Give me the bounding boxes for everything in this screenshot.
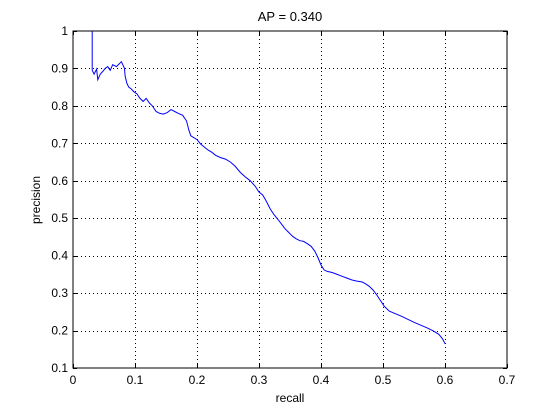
precision-recall-line: [91, 31, 446, 344]
y-tick-labels: 0.1 0.2 0.3 0.4 0.5 0.6 0.7 0.8 0.9 1: [51, 24, 68, 375]
x-tick-label: 0.3: [251, 373, 268, 387]
x-axis-label: recall: [276, 391, 305, 405]
x-tick-label: 0.6: [437, 373, 454, 387]
y-axis-label: precision: [29, 176, 43, 224]
y-tick-label: 0.6: [51, 174, 68, 188]
y-tick-label: 0.4: [51, 249, 68, 263]
y-tick-label: 0.2: [51, 324, 68, 338]
y-tick-label: 0.3: [51, 286, 68, 300]
x-tick-labels: 0 0.1 0.2 0.3 0.4 0.5 0.6 0.7: [70, 373, 516, 387]
tick-marks: [73, 31, 508, 369]
plot-area-background: [73, 31, 507, 368]
grid-lines: [73, 31, 507, 368]
x-tick-label: 0.5: [375, 373, 392, 387]
x-tick-label: 0.2: [189, 373, 206, 387]
y-tick-label: 0.8: [51, 99, 68, 113]
y-tick-label: 0.7: [51, 136, 68, 150]
y-tick-label: 0.1: [51, 361, 68, 375]
plot-frame: [72, 30, 508, 369]
x-tick-label: 0.7: [499, 373, 516, 387]
x-tick-label: 0.1: [127, 373, 144, 387]
x-tick-label: 0.4: [313, 373, 330, 387]
y-tick-label: 0.5: [51, 211, 68, 225]
chart-title: AP = 0.340: [258, 9, 322, 24]
x-tick-label: 0: [70, 373, 77, 387]
y-tick-label: 1: [61, 24, 68, 38]
y-tick-label: 0.9: [51, 61, 68, 75]
